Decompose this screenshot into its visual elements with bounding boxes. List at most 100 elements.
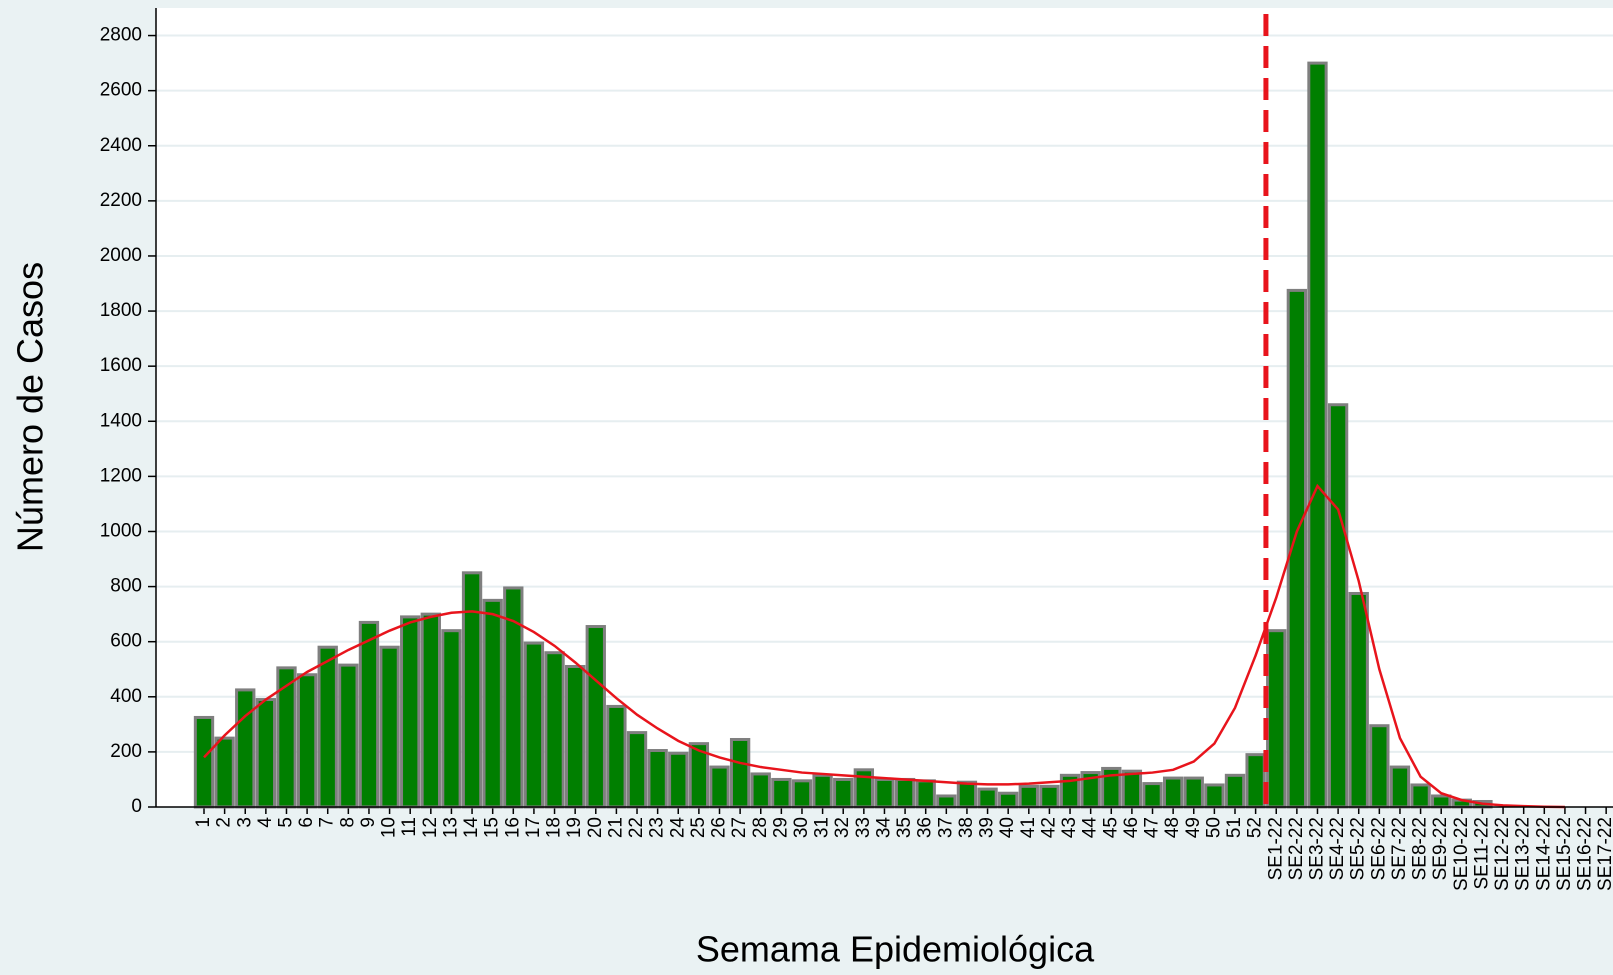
bar bbox=[461, 571, 483, 809]
bar bbox=[709, 765, 730, 809]
bar bbox=[812, 773, 833, 809]
bar bbox=[1369, 724, 1390, 809]
x-tick-label: SE17-22 bbox=[1595, 817, 1613, 891]
x-tick-label: 9 bbox=[358, 817, 379, 828]
x-tick-label: 2 bbox=[214, 817, 235, 828]
x-tick-label: 20 bbox=[585, 817, 606, 838]
x-tick-label: 1 bbox=[193, 817, 214, 828]
y-axis-title: Número de Casos bbox=[10, 262, 51, 552]
bar bbox=[1162, 776, 1184, 809]
y-tick-label: 400 bbox=[110, 686, 142, 707]
x-tick-label: 30 bbox=[791, 817, 812, 838]
bar bbox=[338, 663, 359, 809]
y-tick-label: 1000 bbox=[100, 520, 142, 541]
x-tick-label: 25 bbox=[688, 817, 709, 838]
bar bbox=[1431, 794, 1452, 809]
y-tick-label: 1200 bbox=[100, 465, 142, 486]
x-tick-label: 29 bbox=[770, 817, 791, 838]
bar bbox=[998, 791, 1019, 809]
x-tick-label: 5 bbox=[275, 817, 296, 828]
x-tick-label: 41 bbox=[1018, 817, 1039, 838]
x-tick-label: SE12-22 bbox=[1492, 817, 1513, 891]
y-tick-label: 1800 bbox=[100, 300, 142, 321]
bar bbox=[1121, 769, 1143, 809]
x-tick-label: 49 bbox=[1183, 817, 1204, 838]
bar bbox=[585, 625, 606, 809]
x-tick-label: 40 bbox=[997, 817, 1018, 838]
x-tick-label: 44 bbox=[1080, 817, 1101, 839]
bar bbox=[1389, 765, 1411, 809]
bar bbox=[564, 664, 586, 809]
x-tick-label: 16 bbox=[502, 817, 523, 838]
x-tick-label: SE6-22 bbox=[1368, 817, 1389, 880]
x-tick-label: SE10-22 bbox=[1451, 817, 1472, 891]
bar bbox=[833, 777, 854, 809]
bar bbox=[400, 615, 421, 809]
x-tick-label: 33 bbox=[853, 817, 874, 838]
x-tick-label: 47 bbox=[1142, 817, 1163, 838]
x-tick-label: 45 bbox=[1100, 817, 1121, 838]
bar bbox=[420, 612, 441, 809]
bar bbox=[977, 787, 998, 809]
bar bbox=[1348, 591, 1369, 809]
bar bbox=[1224, 773, 1246, 809]
x-tick-label: 26 bbox=[709, 817, 730, 838]
bar bbox=[544, 651, 565, 809]
x-tick-label: 38 bbox=[956, 817, 977, 838]
y-tick-label: 2000 bbox=[100, 245, 142, 266]
y-tick-label: 0 bbox=[131, 796, 142, 817]
bar bbox=[874, 777, 895, 809]
y-tick-label: 800 bbox=[110, 576, 142, 597]
x-tick-label: 10 bbox=[379, 817, 400, 838]
bar bbox=[606, 704, 627, 809]
bar bbox=[647, 749, 668, 809]
x-tick-label: 32 bbox=[832, 817, 853, 838]
bar bbox=[379, 645, 400, 809]
bar bbox=[235, 688, 256, 809]
y-tick-label: 2800 bbox=[100, 25, 142, 46]
bar bbox=[1327, 403, 1349, 809]
bar bbox=[1245, 753, 1266, 809]
x-tick-label: SE7-22 bbox=[1389, 817, 1410, 880]
x-tick-label: SE1-22 bbox=[1265, 817, 1286, 880]
bar bbox=[956, 780, 978, 809]
x-tick-label: 39 bbox=[977, 817, 998, 838]
x-tick-label: 23 bbox=[647, 817, 668, 838]
bar bbox=[255, 698, 277, 809]
bar bbox=[894, 777, 916, 809]
x-tick-label: 15 bbox=[482, 817, 503, 838]
x-tick-label: 42 bbox=[1038, 817, 1059, 838]
x-axis-title: Semama Epidemiológica bbox=[696, 929, 1095, 970]
bar bbox=[936, 794, 957, 809]
bar bbox=[441, 629, 462, 809]
x-tick-label: SE3-22 bbox=[1306, 817, 1327, 880]
y-tick-label: 600 bbox=[110, 631, 142, 652]
x-tick-label: 48 bbox=[1162, 817, 1183, 838]
x-tick-label: 24 bbox=[667, 817, 688, 839]
x-tick-label: 27 bbox=[729, 817, 750, 838]
bar bbox=[1204, 783, 1225, 809]
bar bbox=[750, 772, 771, 809]
bar bbox=[626, 731, 648, 809]
y-tick-label: 1600 bbox=[100, 355, 142, 376]
x-tick-label: 52 bbox=[1245, 817, 1266, 838]
x-tick-label: 17 bbox=[523, 817, 544, 838]
y-tick-label: 2600 bbox=[100, 80, 142, 101]
x-tick-label: SE4-22 bbox=[1327, 817, 1348, 880]
x-tick-label: 46 bbox=[1121, 817, 1142, 838]
x-tick-label: 7 bbox=[317, 817, 338, 828]
x-tick-label: SE9-22 bbox=[1430, 817, 1451, 880]
x-tick-label: SE15-22 bbox=[1554, 817, 1575, 891]
x-tick-label: SE5-22 bbox=[1348, 817, 1369, 880]
x-tick-label: 31 bbox=[812, 817, 833, 838]
x-tick-label: 22 bbox=[626, 817, 647, 838]
y-tick-label: 1400 bbox=[100, 410, 142, 431]
x-tick-label: 4 bbox=[255, 817, 276, 828]
x-tick-label: 34 bbox=[873, 817, 894, 839]
x-tick-label: 51 bbox=[1224, 817, 1245, 838]
x-tick-label: 11 bbox=[399, 817, 420, 837]
x-tick-label: 13 bbox=[440, 817, 461, 838]
x-tick-label: 28 bbox=[750, 817, 771, 838]
x-tick-label: 19 bbox=[564, 817, 585, 838]
x-tick-label: 8 bbox=[337, 817, 358, 828]
